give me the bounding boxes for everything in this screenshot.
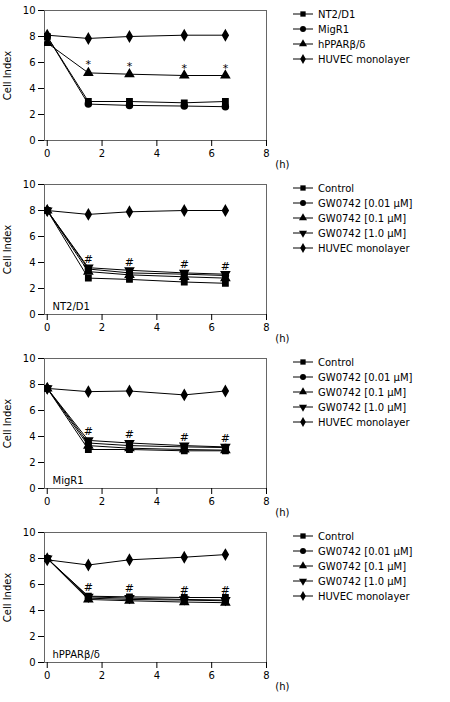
svg-text:8: 8 xyxy=(29,205,35,216)
svg-text:2: 2 xyxy=(99,148,105,159)
svg-text:6: 6 xyxy=(29,231,35,242)
html-text:HUVEC monolayer: HUVEC monolayer xyxy=(318,590,410,602)
html-text:GW0742 [0.01 μM]: GW0742 [0.01 μM] xyxy=(318,197,413,209)
svg-text:8: 8 xyxy=(29,379,35,390)
svg-text:4: 4 xyxy=(154,148,160,159)
html-text:HUVEC monolayer: HUVEC monolayer xyxy=(318,53,410,65)
svg-text:10: 10 xyxy=(23,353,36,364)
svg-text:6: 6 xyxy=(208,496,214,507)
svg-text:2: 2 xyxy=(99,322,105,333)
svg-text:8: 8 xyxy=(29,31,35,42)
svg-text:4: 4 xyxy=(29,605,35,616)
svg-text:*: * xyxy=(182,62,188,75)
svg-text:2: 2 xyxy=(29,283,35,294)
svg-text:6: 6 xyxy=(208,322,214,333)
svg-text:4: 4 xyxy=(29,431,35,442)
svg-text:6: 6 xyxy=(208,670,214,681)
svg-text:0: 0 xyxy=(29,135,35,146)
svg-text:0: 0 xyxy=(44,670,50,681)
svg-text:#: # xyxy=(180,258,189,271)
svg-text:8: 8 xyxy=(263,148,269,159)
html-text:GW0742 [1.0 μM]: GW0742 [1.0 μM] xyxy=(318,401,407,413)
svg-text:(h): (h) xyxy=(275,333,289,344)
svg-text:#: # xyxy=(84,425,93,438)
svg-text:#: # xyxy=(125,428,134,441)
svg-text:(h): (h) xyxy=(275,681,289,692)
svg-text:8: 8 xyxy=(29,553,35,564)
svg-text:#: # xyxy=(125,256,134,269)
svg-text:#: # xyxy=(221,584,230,597)
svg-text:*: * xyxy=(223,62,229,75)
svg-text:Cell Index: Cell Index xyxy=(2,573,13,622)
svg-text:4: 4 xyxy=(29,83,35,94)
svg-text:#: # xyxy=(180,584,189,597)
html-text:GW0742 [0.01 μM]: GW0742 [0.01 μM] xyxy=(318,371,413,383)
svg-text:*: * xyxy=(86,58,92,71)
svg-text:(h): (h) xyxy=(275,159,289,170)
svg-text:Cell Index: Cell Index xyxy=(2,225,13,274)
html-text:Control: Control xyxy=(318,356,355,368)
svg-text:8: 8 xyxy=(263,670,269,681)
html-text:Control: Control xyxy=(318,530,355,542)
svg-text:0: 0 xyxy=(29,309,35,320)
svg-text:Cell Index: Cell Index xyxy=(2,51,13,100)
svg-text:10: 10 xyxy=(23,527,36,538)
svg-text:6: 6 xyxy=(29,405,35,416)
svg-text:6: 6 xyxy=(208,148,214,159)
svg-text:8: 8 xyxy=(263,322,269,333)
svg-text:NT2/D1: NT2/D1 xyxy=(53,301,90,312)
html-text:GW0742 [0.1 μM]: GW0742 [0.1 μM] xyxy=(318,212,407,224)
svg-text:#: # xyxy=(84,581,93,594)
svg-text:0: 0 xyxy=(29,483,35,494)
html-text:Control: Control xyxy=(318,182,355,194)
svg-text:0: 0 xyxy=(44,148,50,159)
html-text:HUVEC monolayer: HUVEC monolayer xyxy=(318,416,410,428)
svg-text:6: 6 xyxy=(29,57,35,68)
html-text:GW0742 [1.0 μM]: GW0742 [1.0 μM] xyxy=(318,575,407,587)
svg-text:4: 4 xyxy=(154,670,160,681)
html-text:hPPARβ/δ: hPPARβ/δ xyxy=(318,38,366,50)
svg-text:2: 2 xyxy=(29,109,35,120)
svg-text:2: 2 xyxy=(99,670,105,681)
html-text:MigR1: MigR1 xyxy=(318,23,350,35)
svg-text:MigR1: MigR1 xyxy=(53,475,84,486)
svg-text:4: 4 xyxy=(154,496,160,507)
html-text:GW0742 [0.1 μM]: GW0742 [0.1 μM] xyxy=(318,386,407,398)
svg-text:hPPARβ/δ: hPPARβ/δ xyxy=(53,649,100,660)
svg-text:*: * xyxy=(127,60,133,73)
svg-text:0: 0 xyxy=(29,657,35,668)
svg-text:8: 8 xyxy=(263,496,269,507)
svg-text:10: 10 xyxy=(23,5,36,16)
svg-text:10: 10 xyxy=(23,179,36,190)
svg-text:2: 2 xyxy=(29,631,35,642)
svg-text:0: 0 xyxy=(44,322,50,333)
html-text:GW0742 [0.1 μM]: GW0742 [0.1 μM] xyxy=(318,560,407,572)
svg-text:(h): (h) xyxy=(275,507,289,518)
svg-text:#: # xyxy=(125,582,134,595)
svg-text:2: 2 xyxy=(29,457,35,468)
svg-text:#: # xyxy=(221,260,230,273)
svg-text:6: 6 xyxy=(29,579,35,590)
svg-text:#: # xyxy=(180,431,189,444)
svg-text:#: # xyxy=(221,432,230,445)
html-text:GW0742 [0.01 μM]: GW0742 [0.01 μM] xyxy=(318,545,413,557)
html-text:NT2/D1: NT2/D1 xyxy=(318,8,356,20)
svg-text:Cell Index: Cell Index xyxy=(2,399,13,448)
svg-text:#: # xyxy=(84,253,93,266)
svg-text:0: 0 xyxy=(44,496,50,507)
html-text:GW0742 [1.0 μM]: GW0742 [1.0 μM] xyxy=(318,227,407,239)
svg-text:4: 4 xyxy=(154,322,160,333)
svg-text:4: 4 xyxy=(29,257,35,268)
svg-text:2: 2 xyxy=(99,496,105,507)
html-text:HUVEC monolayer: HUVEC monolayer xyxy=(318,242,410,254)
